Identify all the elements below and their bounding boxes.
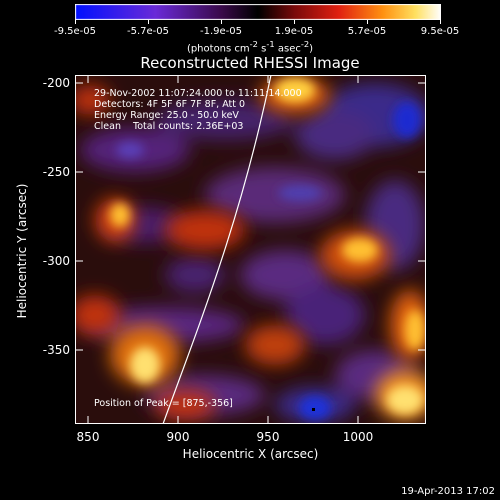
colorbar-tick-label: -1.9e-05 xyxy=(200,26,242,37)
y-axis-label: Heliocentric Y (arcsec) xyxy=(15,183,29,319)
detectors-info: Detectors: 4F 5F 6F 7F 8F, Att 0 xyxy=(94,99,246,110)
colorbar xyxy=(75,4,441,20)
observation-time: 29-Nov-2002 11:07:24.000 to 11:11:14.000 xyxy=(94,88,302,99)
x-axis-ticks xyxy=(87,75,359,424)
x-axis-label: Heliocentric X (arcsec) xyxy=(182,447,319,461)
plot-frame xyxy=(75,75,426,424)
y-axis-ticks xyxy=(75,82,426,351)
y-tick-label: -300 xyxy=(42,254,70,268)
clean-counts: Clean Total counts: 2.36E+03 xyxy=(94,121,244,132)
solar-limb-line xyxy=(162,75,272,424)
image-hot-cores xyxy=(110,78,425,414)
x-tick-label: 950 xyxy=(256,430,280,444)
peak-position: Position of Peak = [875,-356] xyxy=(94,398,233,409)
colorbar-tick-label: 1.9e-05 xyxy=(274,26,314,37)
x-tick-label: 900 xyxy=(166,430,190,444)
colorbar-tick-label: 9.5e-05 xyxy=(420,26,460,37)
rhessi-image-plot xyxy=(75,75,426,424)
image-title: Reconstructed RHESSI Image xyxy=(140,54,360,72)
energy-range: Energy Range: 25.0 - 50.0 keV xyxy=(94,110,239,121)
peak-marker xyxy=(312,408,315,411)
x-tick-label: 850 xyxy=(76,430,100,444)
colorbar-units: (photons cm-2 s-1 asec-2) xyxy=(186,39,314,55)
y-tick-label: -350 xyxy=(42,343,70,357)
image-bright-regions xyxy=(75,77,426,420)
y-tick-label: -250 xyxy=(42,165,70,179)
colorbar-tick-label: -5.7e-05 xyxy=(127,26,169,37)
colorbar-tick-label: 5.7e-05 xyxy=(347,26,387,37)
timestamp-footer: 19-Apr-2013 17:02 xyxy=(401,486,495,497)
colorbar-tick-label: -9.5e-05 xyxy=(54,26,96,37)
y-tick-label: -200 xyxy=(42,76,70,90)
x-tick-label: 1000 xyxy=(342,430,374,444)
image-blue-cores xyxy=(116,102,421,420)
